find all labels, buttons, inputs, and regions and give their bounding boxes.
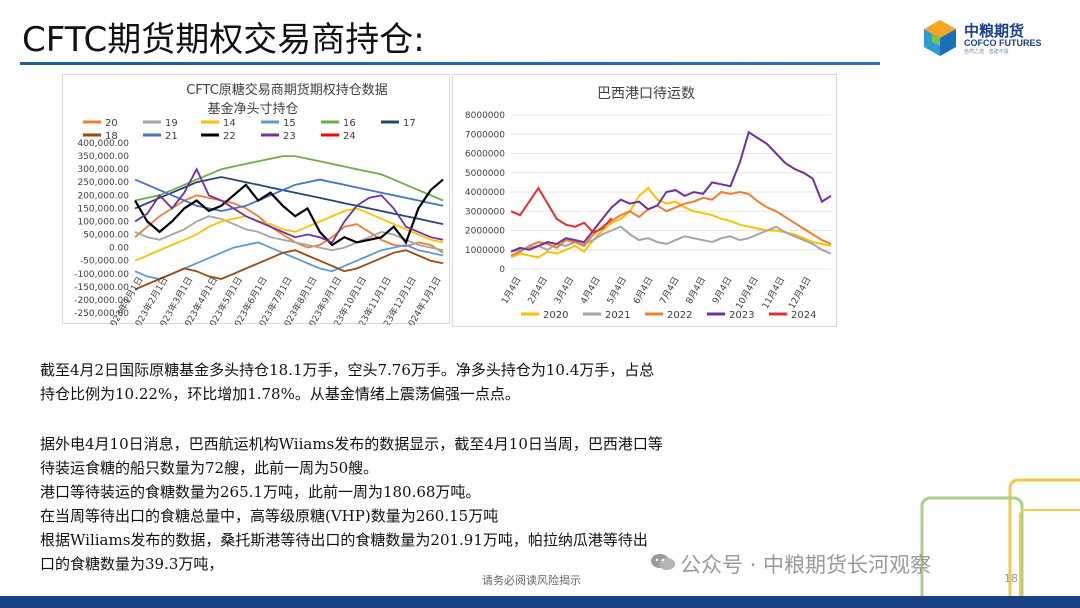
series-line-2022: [510, 190, 832, 257]
legend-label: 24: [343, 131, 356, 142]
legend-label: 22: [223, 131, 236, 142]
series-line-2023: [510, 130, 832, 253]
legend-label: 2020: [543, 310, 568, 321]
x-tick-label: 8月4日: [684, 275, 708, 306]
x-tick-label: 6月4日: [631, 275, 655, 306]
footer-disclaimer: 请务必阅读风险揭示: [482, 574, 581, 587]
logo-tagline: 自然之选 · 善建不拔: [964, 49, 1009, 55]
series-line-22: [134, 178, 444, 247]
legend-label: 2024: [791, 310, 816, 321]
series-line-2021: [510, 225, 832, 255]
x-tick-label: 3月4日: [552, 275, 576, 306]
cftc-position-chart-svg: CFTC原糖交易商期货期权持仓数据 基金净头寸持仓 20 19 14 15 16 17 18…: [74, 82, 444, 325]
y-tick-label: 200,000.00: [77, 191, 129, 201]
y-tick-label: 3000000: [465, 207, 505, 217]
paragraph-line: 口的食糖数量为39.3万吨，: [40, 555, 224, 573]
series-line-23: [134, 167, 444, 244]
paragraph-line: 在当周等待出口的食糖总量中，高等级原糖(VHP)数量为260.15万吨: [40, 507, 499, 525]
y-tick-label: 100,000.00: [77, 217, 129, 227]
series-line-19: [134, 215, 444, 252]
logo-name-cn: 中粮期货: [964, 22, 1025, 40]
page-title: CFTC期货期权交易商持仓:: [22, 20, 425, 60]
series-line-2024: [510, 186, 613, 234]
paragraph-line: 港口等待装运的食糖数量为265.1万吨，此前一周为180.68万吨。: [40, 483, 481, 501]
chart-title: 巴西港口待运数: [597, 86, 695, 102]
y-tick-label: 350,000.00: [77, 152, 129, 162]
company-logo: 中粮期货 COFCO FUTURES 自然之选 · 善建不拔: [920, 18, 1060, 58]
y-tick-label: 4000000: [465, 188, 505, 198]
watermark-text: 公众号 · 中粮期货长河观察: [680, 553, 932, 577]
legend-label: 17: [403, 118, 416, 129]
y-tick-label: 2000000: [465, 227, 505, 237]
legend-label: 14: [223, 118, 236, 129]
x-tick-label: 9月4日: [710, 275, 734, 306]
logo-name-en: COFCO FUTURES: [964, 38, 1042, 48]
y-tick-label: 250,000.00: [77, 178, 129, 188]
legend-label: 20: [105, 118, 118, 129]
series-line-15: [134, 241, 444, 280]
legend-label: 23: [283, 131, 296, 142]
legend-label: 21: [165, 131, 178, 142]
wechat-icon: [650, 552, 676, 572]
paragraph-line: 持仓比例为10.22%，环比增加1.78%。从基金情绪上震荡偏强一点点。: [40, 385, 520, 403]
legend-label: 19: [165, 118, 178, 129]
y-tick-label: 0.00: [109, 244, 129, 254]
y-tick-label: -50,000.00: [80, 257, 129, 267]
legend-label: 18: [105, 131, 118, 142]
legend-label: 2022: [667, 310, 692, 321]
x-tick-label: 5月4日: [605, 275, 629, 306]
y-tick-label: 6000000: [465, 150, 505, 160]
x-tick-label: 11月4日: [760, 275, 787, 311]
y-tick-label: 0: [499, 265, 505, 275]
x-tick-label: 4月4日: [578, 275, 602, 306]
y-tick-label: -250,000.00: [74, 309, 129, 319]
x-tick-label: 10月4日: [734, 275, 761, 311]
x-tick-label: 1月4日: [499, 275, 523, 306]
paragraph-line: 据外电4月10日消息，巴西航运机构Wiiams发布的数据显示，截至4月10日当周…: [40, 435, 663, 453]
paragraph-line: 截至4月2日国际原糖基金多头持仓18.1万手，空头7.76万手。净多头持仓为10…: [40, 361, 655, 379]
y-tick-label: 7000000: [465, 130, 505, 140]
y-tick-label: 150,000.00: [77, 204, 129, 214]
page-number: 18: [1004, 572, 1018, 585]
chart-title: CFTC原糖交易商期货期权持仓数据: [186, 82, 388, 98]
series-line-20: [134, 194, 444, 254]
series-line-21: [134, 178, 444, 212]
brazil-port-chart-svg: 巴西港口待运数 8000000 7000000 6000000 5000000 4000…: [465, 86, 832, 321]
bottom-bar: [0, 596, 1080, 608]
x-tick-label: 2月4日: [526, 275, 550, 306]
y-tick-label: 8000000: [465, 111, 505, 121]
x-tick-label: 7月4日: [658, 275, 682, 306]
legend-label: 16: [343, 118, 356, 129]
series-line-2020: [510, 186, 832, 259]
legend-label: 2023: [729, 310, 754, 321]
legend-label: 2021: [605, 310, 630, 321]
paragraph-line: 根据Wiliams发布的数据，桑托斯港等待出口的食糖数量为201.91万吨，帕拉…: [40, 531, 648, 549]
y-tick-label: -150,000.00: [74, 283, 129, 293]
y-tick-label: -100,000.00: [74, 270, 129, 280]
y-tick-label: 1000000: [465, 246, 505, 256]
title-divider: [20, 62, 880, 65]
series-line-18: [134, 249, 444, 291]
y-tick-label: 400,000.00: [77, 139, 129, 149]
chart-subtitle: 基金净头寸持仓: [207, 101, 298, 117]
series-line-17: [134, 176, 444, 225]
y-tick-label: 50,000.00: [83, 231, 129, 241]
series-line-14: [134, 207, 444, 262]
legend-label: 15: [283, 118, 296, 129]
cftc-position-chart: CFTC原糖交易商期货期权持仓数据 基金净头寸持仓 20 19 14 15 16 17 18…: [62, 74, 450, 325]
x-tick-label: 12月4日: [786, 275, 813, 311]
y-tick-label: 5000000: [465, 169, 505, 179]
paragraph-line: 待装运食糖的船只数量为72艘，此前一周为50艘。: [40, 459, 379, 477]
cofco-logo-icon: [924, 20, 956, 56]
brazil-port-chart: 巴西港口待运数 8000000 7000000 6000000 5000000 4000…: [452, 74, 837, 327]
series-line-16: [134, 155, 444, 202]
y-tick-label: -200,000.00: [74, 296, 129, 306]
y-tick-label: 300,000.00: [77, 165, 129, 175]
decorative-lines: [920, 478, 1080, 600]
